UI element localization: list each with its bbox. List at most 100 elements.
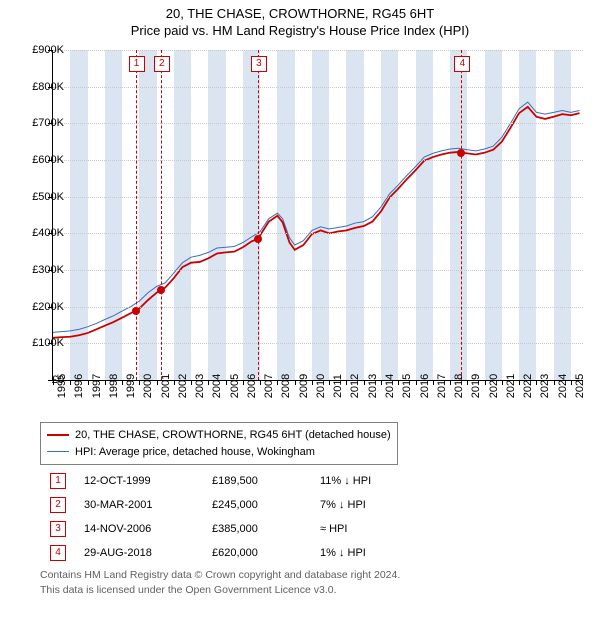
table-row: 112-OCT-1999£189,50011% ↓ HPI — [42, 470, 379, 492]
h-gridline — [53, 87, 583, 88]
x-axis-label: 2018 — [453, 374, 465, 398]
x-axis-label: 2015 — [401, 374, 413, 398]
x-tick — [139, 380, 140, 385]
x-axis-label: 1996 — [73, 374, 85, 398]
y-axis-label: £300K — [32, 264, 64, 276]
sale-marker-line — [136, 50, 137, 380]
footer-line2: This data is licensed under the Open Gov… — [40, 583, 400, 598]
sale-vs-hpi: ≈ HPI — [312, 518, 379, 540]
sale-flag: 4 — [454, 56, 470, 72]
legend: 20, THE CHASE, CROWTHORNE, RG45 6HT (det… — [40, 422, 398, 465]
x-axis-label: 2022 — [522, 374, 534, 398]
sale-index-flag: 4 — [50, 545, 66, 561]
x-tick — [174, 380, 175, 385]
x-axis-label: 2009 — [298, 374, 310, 398]
x-axis-label: 2013 — [367, 374, 379, 398]
x-axis-label: 2008 — [280, 374, 292, 398]
x-tick — [312, 380, 313, 385]
x-tick — [416, 380, 417, 385]
sale-price: £620,000 — [204, 542, 310, 564]
legend-label-property: 20, THE CHASE, CROWTHORNE, RG45 6HT (det… — [75, 427, 391, 444]
x-axis-label: 2016 — [419, 374, 431, 398]
footer-line1: Contains HM Land Registry data © Crown c… — [40, 568, 400, 583]
sale-marker-line — [461, 50, 462, 380]
sale-price: £245,000 — [204, 494, 310, 516]
x-tick — [519, 380, 520, 385]
x-axis-label: 2014 — [384, 374, 396, 398]
x-axis-label: 2002 — [177, 374, 189, 398]
title-subtitle: Price paid vs. HM Land Registry's House … — [0, 23, 600, 40]
x-axis-label: 2007 — [263, 374, 275, 398]
x-axis-label: 2020 — [488, 374, 500, 398]
x-tick — [243, 380, 244, 385]
h-gridline — [53, 160, 583, 161]
x-tick — [260, 380, 261, 385]
x-tick — [502, 380, 503, 385]
h-gridline — [53, 50, 583, 51]
sale-flag: 3 — [251, 56, 267, 72]
x-tick — [364, 380, 365, 385]
sale-index-flag: 1 — [50, 473, 66, 489]
sale-date: 12-OCT-1999 — [76, 470, 202, 492]
y-axis-label: £200K — [32, 301, 64, 313]
sale-dot — [157, 286, 165, 294]
sale-dot — [457, 149, 465, 157]
x-axis-label: 1999 — [125, 374, 137, 398]
x-tick — [277, 380, 278, 385]
sale-marker-line — [258, 50, 259, 380]
x-tick — [381, 380, 382, 385]
sale-marker-line — [161, 50, 162, 380]
x-axis-label: 1995 — [56, 374, 68, 398]
table-row: 230-MAR-2001£245,0007% ↓ HPI — [42, 494, 379, 516]
sale-flag: 2 — [154, 56, 170, 72]
x-tick — [536, 380, 537, 385]
x-tick — [554, 380, 555, 385]
x-axis-label: 2004 — [211, 374, 223, 398]
h-gridline — [53, 270, 583, 271]
title-address: 20, THE CHASE, CROWTHORNE, RG45 6HT — [0, 6, 600, 23]
chart-plot-area: 12 3 4 — [52, 50, 583, 381]
sale-date: 30-MAR-2001 — [76, 494, 202, 516]
sale-flag: 1 — [129, 56, 145, 72]
legend-row-hpi: HPI: Average price, detached house, Woki… — [47, 444, 391, 461]
x-tick — [571, 380, 572, 385]
x-axis-label: 2006 — [246, 374, 258, 398]
h-gridline — [53, 343, 583, 344]
x-tick — [329, 380, 330, 385]
sale-date: 14-NOV-2006 — [76, 518, 202, 540]
sale-index-flag: 3 — [50, 521, 66, 537]
sale-dot — [132, 307, 140, 315]
chart-container: 20, THE CHASE, CROWTHORNE, RG45 6HT Pric… — [0, 0, 600, 620]
x-tick — [467, 380, 468, 385]
y-axis-label: £600K — [32, 154, 64, 166]
legend-swatch-property — [47, 434, 69, 436]
x-axis-label: 2024 — [557, 374, 569, 398]
x-axis-label: 2019 — [470, 374, 482, 398]
x-tick — [398, 380, 399, 385]
x-axis-label: 2011 — [332, 374, 344, 398]
h-gridline — [53, 233, 583, 234]
x-axis-label: 2025 — [574, 374, 586, 398]
x-tick — [105, 380, 106, 385]
x-axis-label: 1998 — [108, 374, 120, 398]
series-line — [53, 102, 580, 332]
table-row: 314-NOV-2006£385,000≈ HPI — [42, 518, 379, 540]
x-axis-label: 2003 — [194, 374, 206, 398]
x-tick — [295, 380, 296, 385]
sale-dot — [254, 235, 262, 243]
x-axis-label: 2017 — [436, 374, 448, 398]
x-tick — [88, 380, 89, 385]
sale-vs-hpi: 7% ↓ HPI — [312, 494, 379, 516]
y-axis-label: £100K — [32, 337, 64, 349]
title-block: 20, THE CHASE, CROWTHORNE, RG45 6HT Pric… — [0, 0, 600, 40]
sales-table: 112-OCT-1999£189,50011% ↓ HPI230-MAR-200… — [40, 468, 381, 566]
x-tick — [191, 380, 192, 385]
sale-vs-hpi: 11% ↓ HPI — [312, 470, 379, 492]
x-tick — [122, 380, 123, 385]
footer-attribution: Contains HM Land Registry data © Crown c… — [40, 568, 400, 597]
legend-label-hpi: HPI: Average price, detached house, Woki… — [75, 444, 315, 461]
x-tick — [450, 380, 451, 385]
x-axis-label: 2021 — [505, 374, 517, 398]
x-tick — [208, 380, 209, 385]
sale-vs-hpi: 1% ↓ HPI — [312, 542, 379, 564]
